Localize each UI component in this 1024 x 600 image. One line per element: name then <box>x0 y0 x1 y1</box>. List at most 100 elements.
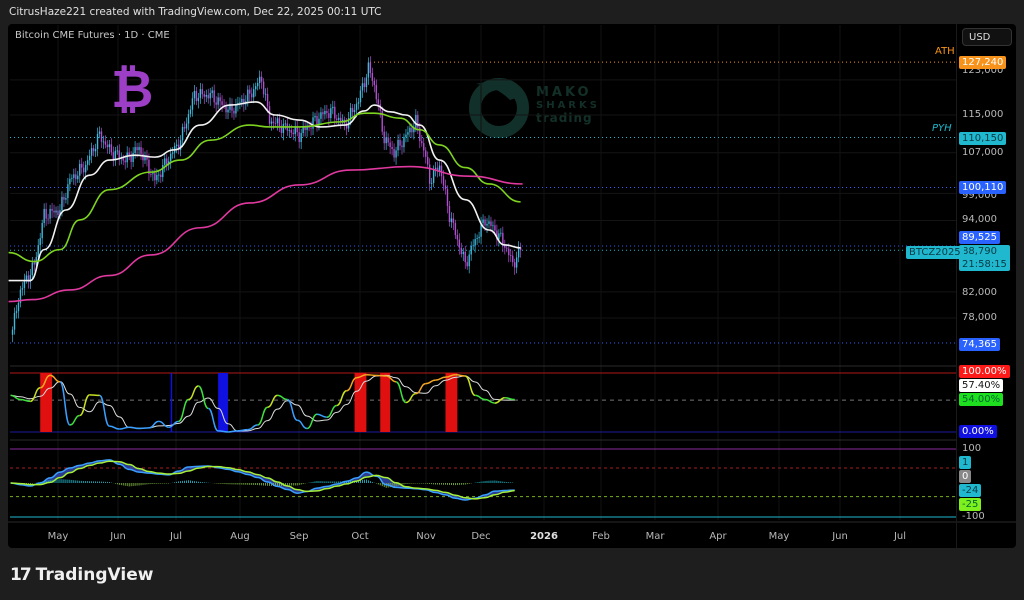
candle-body <box>86 160 89 165</box>
candle-body <box>49 208 51 219</box>
candle-body <box>118 150 120 159</box>
symbol-title[interactable]: Bitcoin CME Futures · 1D · CME <box>15 30 170 41</box>
candle-body <box>470 245 472 255</box>
candle-body <box>334 106 336 119</box>
candle-body <box>217 97 219 105</box>
candle-body <box>96 133 99 150</box>
candle-body <box>262 81 265 95</box>
candle-body <box>201 89 204 95</box>
candle-body <box>389 142 391 148</box>
level-price-badge: 89,525 <box>959 231 1000 244</box>
oscillator-line-segment <box>129 426 140 430</box>
candle-body <box>452 218 455 223</box>
candle-body <box>500 232 502 234</box>
candle-body <box>251 93 253 98</box>
candle-body <box>260 76 263 82</box>
time-label: Jul <box>169 531 183 542</box>
time-label: Sep <box>289 531 309 542</box>
candle-body <box>391 147 393 150</box>
candle-body <box>274 123 277 124</box>
tradingview-logo[interactable]: 17 TradingView <box>10 565 153 585</box>
macd-signal-line <box>10 460 515 500</box>
candle-body <box>272 121 275 124</box>
candle-body <box>256 83 259 87</box>
candle-body <box>294 126 296 135</box>
oscillator-line-segment <box>79 394 90 417</box>
candle-body <box>425 150 427 157</box>
oscillator-line-segment <box>277 394 288 401</box>
candle-body <box>264 93 267 95</box>
candle-body <box>377 99 379 105</box>
oscillator-line-segment <box>10 394 21 401</box>
candle-body <box>484 219 486 226</box>
oscillator-line-segment <box>316 413 327 418</box>
candle-body <box>423 143 425 151</box>
candle-body <box>41 223 43 239</box>
candle-body <box>51 208 53 211</box>
candle-body <box>399 139 401 146</box>
candle-body <box>296 126 298 133</box>
candle-body <box>458 239 461 248</box>
watermark-line: SHARKS <box>536 100 600 111</box>
oscillator-line-segment <box>247 424 258 431</box>
candle-body <box>383 131 385 144</box>
candle-body <box>373 80 376 86</box>
candle-body <box>124 160 126 163</box>
candle-body <box>411 127 413 133</box>
candle-body <box>450 218 453 222</box>
candle-body <box>65 198 67 200</box>
candle-body <box>498 233 500 240</box>
candle-body <box>328 113 330 119</box>
candle-body <box>308 126 310 128</box>
candle-body <box>219 97 221 102</box>
candle-body <box>122 157 124 161</box>
candle-body <box>84 164 87 173</box>
candle-body <box>494 225 496 231</box>
candle-body <box>112 152 115 160</box>
candle-body <box>94 149 97 152</box>
candle-body <box>300 133 302 143</box>
oscillator-line-segment <box>49 374 61 383</box>
time-label: May <box>768 531 790 542</box>
oscillator-line-segment <box>237 428 248 432</box>
candle-body <box>17 302 20 312</box>
candle-body <box>33 262 35 265</box>
oscillator-line-segment <box>395 381 407 404</box>
candle-body <box>215 102 217 105</box>
oscillator-line-segment <box>494 397 505 404</box>
oversold-bar <box>218 373 229 432</box>
candle-body <box>375 85 377 100</box>
candle-body <box>405 134 407 137</box>
candle-body <box>191 98 194 110</box>
oscillator-line-segment <box>267 394 278 408</box>
candle-body <box>13 312 16 330</box>
time-label: 2026 <box>530 531 558 542</box>
candle-body <box>438 165 441 172</box>
candle-body <box>486 223 488 226</box>
candle-body <box>47 218 49 220</box>
oscillator-line-segment <box>475 394 486 401</box>
candle-body <box>185 123 188 129</box>
oscillator-line-segment <box>98 394 111 427</box>
oscillator-line-segment <box>188 385 199 401</box>
candle-body <box>138 147 140 151</box>
oversold-bar <box>170 373 173 432</box>
time-label: Mar <box>645 531 665 542</box>
candle-body <box>90 148 93 156</box>
oscillator-line-segment <box>139 427 149 430</box>
candle-body <box>480 223 482 237</box>
candle-body <box>270 121 273 124</box>
oscillator-badge: 54.00% <box>959 393 1004 406</box>
candle-body <box>23 279 26 289</box>
overbought-bar <box>380 373 391 432</box>
candle-body <box>154 173 156 181</box>
candle-body <box>197 97 200 102</box>
candle-body <box>512 255 514 263</box>
currency-button[interactable]: USD <box>962 28 1012 46</box>
price-axis[interactable] <box>956 24 1017 548</box>
candle-body <box>464 251 466 263</box>
candle-body <box>187 114 190 124</box>
ma-mid-line <box>8 112 521 263</box>
candle-body <box>166 158 168 166</box>
